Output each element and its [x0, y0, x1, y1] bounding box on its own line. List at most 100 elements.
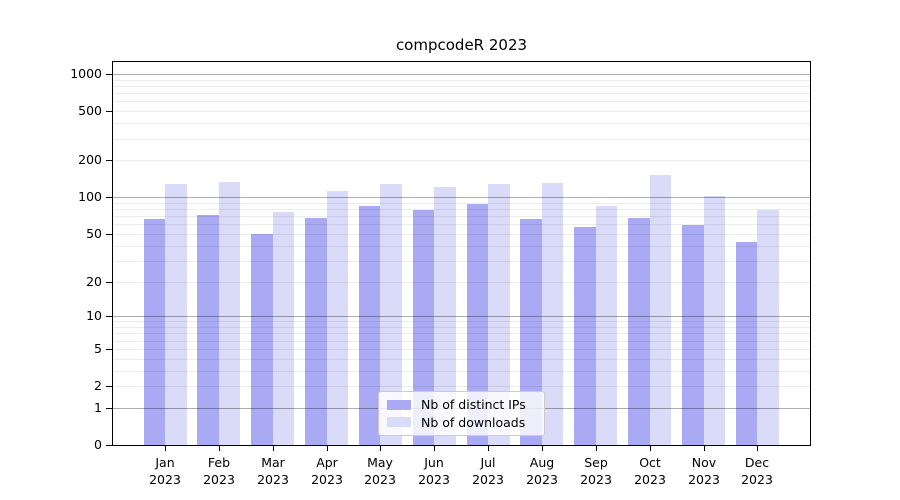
bar-nb-of-distinct-ips-dec	[735, 241, 758, 445]
bar-nb-of-downloads-mar	[272, 212, 295, 445]
y-tick-label-0: 0	[94, 437, 102, 452]
minor-gridline-30	[113, 260, 810, 262]
x-tick-label-mar: Mar 2023	[257, 455, 289, 487]
minor-gridline-9	[113, 321, 810, 323]
bar-nb-of-distinct-ips-apr	[305, 217, 327, 445]
y-tick-label-500: 500	[78, 103, 102, 118]
bar-nb-of-distinct-ips-jan	[143, 219, 165, 445]
x-tick-mar	[273, 446, 274, 451]
x-tick-label-nov: Nov 2023	[688, 455, 720, 487]
y-tick-5	[106, 349, 113, 350]
x-tick-label-jan: Jan 2023	[149, 455, 181, 487]
x-tick-feb	[219, 446, 220, 451]
minor-gridline-4	[113, 358, 810, 360]
y-tick-10	[106, 316, 113, 317]
y-tick-2	[106, 386, 113, 387]
minor-gridline-300	[113, 138, 810, 140]
legend: Nb of distinct IPs Nb of downloads	[378, 391, 545, 436]
bar-nb-of-downloads-oct	[649, 175, 672, 445]
x-tick-label-sep: Sep 2023	[580, 455, 612, 487]
minor-gridline-6	[113, 340, 810, 342]
x-tick-label-aug: Aug 2023	[526, 455, 558, 487]
bar-nb-of-downloads-nov	[703, 195, 725, 445]
bar-nb-of-downloads-sep	[595, 206, 618, 445]
minor-gridline-900	[113, 79, 810, 81]
minor-gridline-20	[113, 281, 810, 283]
y-tick-label-10: 10	[86, 308, 102, 323]
x-tick-jun	[434, 446, 435, 451]
bar-nb-of-downloads-jun	[434, 187, 456, 445]
x-tick-jul	[488, 446, 489, 451]
x-tick-sep	[596, 446, 597, 451]
bar-nb-of-distinct-ips-may	[358, 205, 381, 445]
y-tick-label-50: 50	[86, 226, 102, 241]
y-tick-100	[106, 197, 113, 198]
y-tick-200	[106, 160, 113, 161]
y-tick-label-2: 2	[94, 378, 102, 393]
minor-gridline-70	[113, 216, 810, 218]
minor-gridline-2	[113, 386, 810, 387]
major-gridline-100	[113, 197, 810, 199]
y-tick-label-20: 20	[86, 274, 102, 289]
x-tick-label-jul: Jul 2023	[472, 455, 504, 487]
x-tick-label-dec: Dec 2023	[741, 455, 773, 487]
minor-gridline-800	[113, 86, 810, 87]
x-tick-jan	[165, 446, 166, 451]
legend-label-distinct-ips: Nb of distinct IPs	[421, 397, 526, 413]
minor-gridline-90	[113, 202, 810, 204]
bar-nb-of-distinct-ips-sep	[574, 226, 596, 445]
bar-nb-of-downloads-jul	[488, 184, 510, 445]
x-tick-dec	[757, 446, 758, 451]
plot-area	[112, 61, 811, 446]
y-tick-1	[106, 408, 113, 409]
minor-gridline-200	[113, 160, 810, 162]
x-tick-oct	[650, 446, 651, 451]
legend-item-downloads: Nb of downloads	[387, 415, 536, 430]
minor-gridline-3	[113, 370, 810, 372]
bar-nb-of-distinct-ips-nov	[682, 225, 704, 445]
x-tick-label-may: May 2023	[364, 455, 396, 487]
minor-gridline-700	[113, 93, 810, 95]
minor-gridline-40	[113, 245, 810, 247]
minor-gridline-400	[113, 123, 810, 125]
bar-nb-of-distinct-ips-mar	[251, 233, 273, 445]
bar-nb-of-downloads-feb	[218, 182, 241, 445]
y-tick-20	[106, 282, 113, 283]
minor-gridline-7	[113, 333, 810, 335]
minor-gridline-80	[113, 209, 810, 210]
legend-label-downloads: Nb of downloads	[421, 414, 526, 430]
x-tick-apr	[327, 446, 328, 451]
chart-title: compcodeR 2023	[395, 36, 528, 54]
minor-gridline-8	[113, 327, 810, 328]
x-tick-aug	[542, 446, 543, 451]
x-tick-nov	[704, 446, 705, 451]
y-tick-0	[106, 445, 113, 446]
legend-item-distinct-ips: Nb of distinct IPs	[387, 397, 536, 412]
y-tick-50	[106, 234, 113, 235]
x-tick-label-apr: Apr 2023	[311, 455, 343, 487]
x-tick-label-jun: Jun 2023	[418, 455, 450, 487]
minor-gridline-50	[113, 233, 810, 235]
y-tick-label-1: 1	[94, 400, 102, 415]
bar-nb-of-downloads-dec	[757, 210, 779, 445]
bar-nb-of-downloads-may	[380, 184, 402, 445]
minor-gridline-600	[113, 101, 810, 103]
legend-swatch-distinct-ips	[387, 399, 411, 410]
minor-gridline-500	[113, 111, 810, 113]
legend-swatch-downloads	[387, 417, 411, 428]
x-tick-label-oct: Oct 2023	[634, 455, 666, 487]
major-gridline-10	[113, 316, 810, 318]
bar-nb-of-distinct-ips-jun	[412, 210, 435, 445]
bar-nb-of-downloads-aug	[541, 182, 564, 445]
bar-nb-of-distinct-ips-feb	[197, 214, 219, 445]
minor-gridline-5	[113, 348, 810, 350]
major-gridline-1000	[113, 74, 810, 75]
x-tick-label-feb: Feb 2023	[203, 455, 235, 487]
y-tick-1000	[106, 74, 113, 75]
y-tick-label-100: 100	[78, 189, 102, 204]
bar-nb-of-downloads-apr	[326, 190, 349, 445]
x-tick-may	[380, 446, 381, 451]
bar-nb-of-distinct-ips-oct	[628, 217, 650, 445]
bar-nb-of-distinct-ips-aug	[520, 219, 542, 445]
